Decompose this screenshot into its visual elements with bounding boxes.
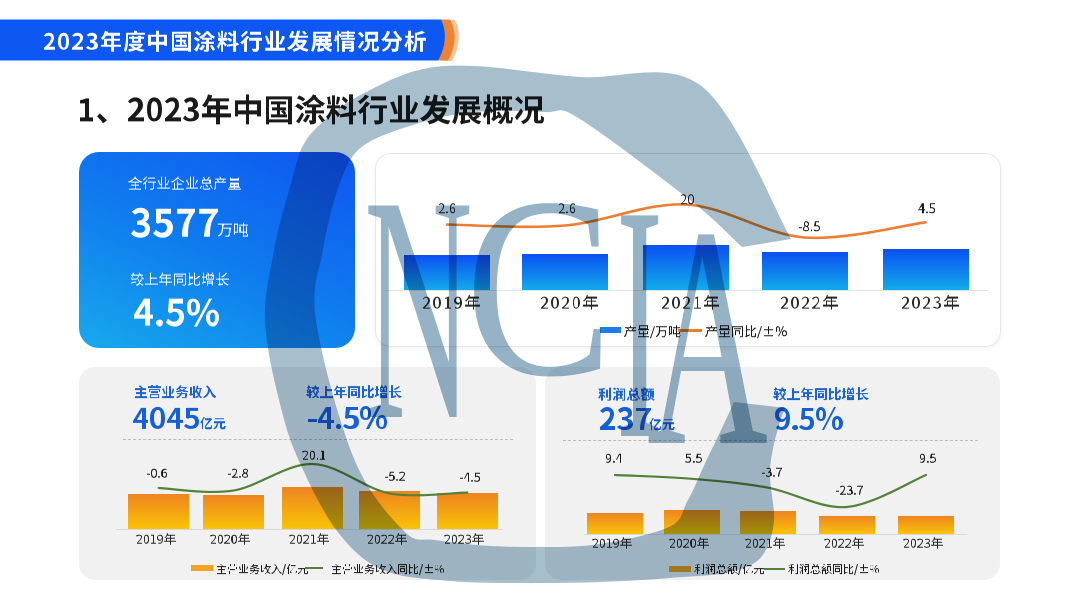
svg-text:N: N — [364, 129, 473, 488]
svg-text:A: A — [647, 162, 768, 512]
svg-text:I: I — [616, 136, 663, 509]
svg-text:C: C — [465, 146, 613, 431]
